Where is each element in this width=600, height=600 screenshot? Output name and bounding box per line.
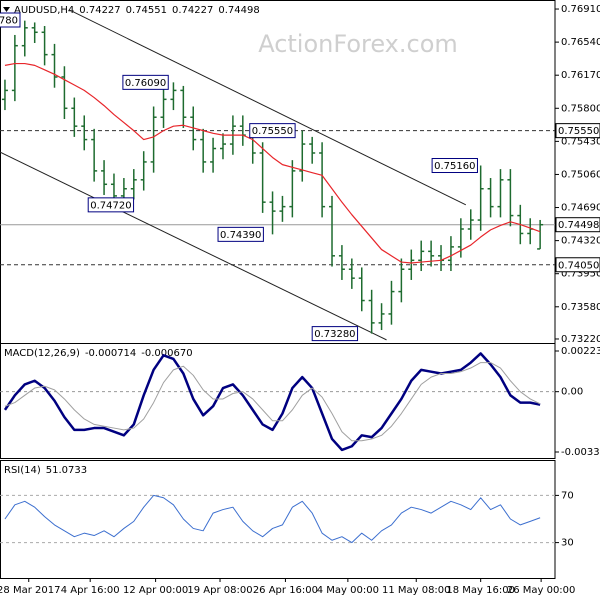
series-line — [3, 352, 541, 452]
x-tick-label: 26 May 00:00 — [507, 585, 576, 596]
x-tick-label: 4 May 00:00 — [317, 585, 379, 596]
trendline — [0, 151, 387, 341]
level-label-box — [555, 217, 600, 233]
panel-frame — [0, 343, 556, 459]
annotation-label: 0.75160 — [434, 161, 475, 172]
x-tick-label: 19 Apr 08:00 — [187, 585, 252, 596]
y-tick-label: 70 — [561, 490, 574, 501]
y-tick-label: 0.73580 — [561, 302, 600, 313]
level-label: 0.74498 — [558, 220, 599, 231]
y-tick-label: 0.002236 — [561, 346, 600, 357]
y-tick-label: 0.76910 — [561, 4, 600, 15]
header-value: 0.74227 — [79, 5, 120, 16]
x-tick-label: 28 Mar 2017 — [0, 585, 60, 596]
y-tick-label: 30 — [561, 538, 574, 549]
annotation-box — [249, 123, 296, 139]
level-label-box — [555, 257, 600, 273]
level-label-box — [555, 123, 600, 139]
y-tick-label: -0.003316 — [561, 447, 600, 458]
y-tick-label: 0.73950 — [561, 269, 600, 280]
y-tick-label: 0.75430 — [561, 136, 600, 147]
level-label: 0.74050 — [558, 260, 599, 271]
annotation-box — [431, 158, 478, 174]
header-arrow — [3, 7, 10, 12]
annotation-box — [87, 197, 135, 213]
annotation-label: 780 — [0, 16, 18, 27]
series-line — [4, 62, 541, 264]
header-value: -0.000714 — [85, 348, 136, 359]
y-tick-label: 0.75800 — [561, 103, 600, 114]
panel-header: MACD(12,26,9) -0.000714 -0.000670 — [4, 348, 193, 359]
annotation-label: 0.74390 — [220, 230, 261, 241]
annotation-label: 0.76090 — [125, 78, 166, 89]
y-tick-label: 0.76540 — [561, 37, 600, 48]
annotation-label: 0.74720 — [90, 200, 131, 211]
x-tick-label: 11 May 08:00 — [382, 585, 451, 596]
panel-title: MACD(12,26,9) — [4, 348, 80, 359]
level-label: 0.75550 — [558, 126, 599, 137]
annotation-box — [217, 226, 264, 242]
y-tick-label: 0.74320 — [561, 236, 600, 247]
header-value: -0.000670 — [141, 348, 192, 359]
header-value: 0.74551 — [126, 5, 167, 16]
y-tick-label: 0.75060 — [561, 169, 600, 180]
annotation-label: 0.75550 — [252, 126, 293, 137]
x-tick-label: 12 Apr 00:00 — [123, 585, 188, 596]
x-tick-label: 26 Apr 16:00 — [253, 585, 318, 596]
header-value: 0.74498 — [218, 5, 259, 16]
series-line — [4, 494, 541, 544]
annotation-box — [311, 326, 359, 342]
x-tick-label: 18 May 16:00 — [446, 585, 515, 596]
watermark: ActionForex.com — [258, 30, 458, 58]
panel-header: RSI(14) 51.0733 — [4, 465, 87, 476]
panel-frame — [0, 460, 556, 579]
y-tick-label: 0.73220 — [561, 334, 600, 345]
panel-header: AUDUSD,H4 0.74227 0.74551 0.74227 0.74498 — [14, 5, 260, 16]
panel-title: RSI(14) — [4, 465, 41, 476]
y-tick-label: 0.76170 — [561, 70, 600, 81]
annotation-box — [122, 74, 169, 90]
panel-title: AUDUSD,H4 — [14, 5, 74, 16]
header-value: 0.74227 — [172, 5, 213, 16]
header-value: 51.0733 — [46, 465, 87, 476]
trendline — [69, 9, 467, 206]
y-tick-label: 0.74690 — [561, 203, 600, 214]
y-tick-label: 0.00 — [561, 387, 583, 398]
x-tick-label: 4 Apr 16:00 — [61, 585, 120, 596]
series-line — [4, 362, 541, 442]
annotation-label: 0.73280 — [314, 329, 355, 340]
annotation-box — [0, 12, 21, 28]
